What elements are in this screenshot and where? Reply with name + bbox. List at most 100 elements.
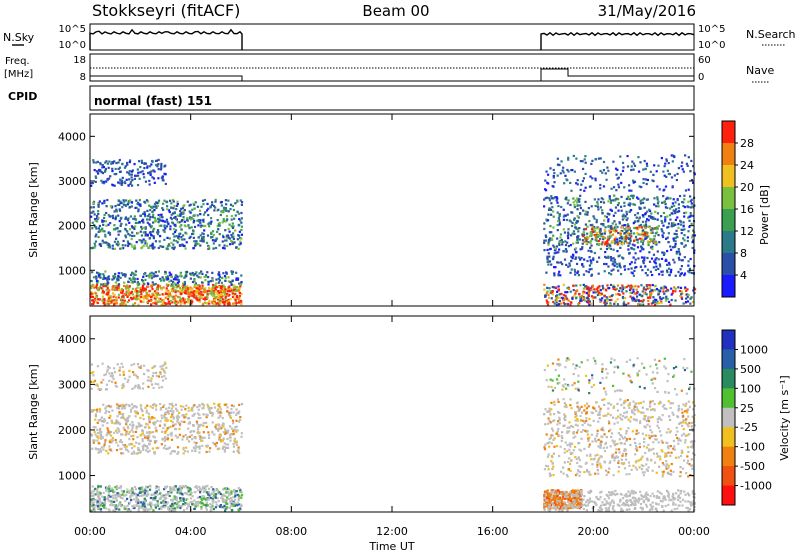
power-cell [559, 302, 562, 305]
power-cell [143, 200, 146, 203]
power-cell [572, 289, 575, 292]
power-cell [90, 285, 93, 288]
power-cell [544, 179, 547, 182]
power-cell [643, 159, 646, 163]
power-cell [219, 213, 222, 217]
power-cell [149, 233, 153, 236]
power-cell [148, 171, 151, 174]
power-cell [176, 221, 179, 224]
power-cell [138, 290, 141, 294]
power-cell [162, 299, 165, 302]
velocity-cell [112, 509, 115, 512]
power-cell [208, 225, 211, 228]
velocity-cell [184, 416, 187, 419]
velocity-cell [161, 365, 164, 368]
velocity-cell [118, 369, 121, 372]
velocity-cell [110, 441, 113, 444]
power-cell [635, 295, 639, 298]
velocity-cell [230, 407, 233, 411]
power-cell [187, 298, 190, 301]
power-cell [591, 177, 594, 180]
power-cell [616, 298, 619, 301]
power-cell [160, 245, 163, 248]
velocity-cell [207, 434, 211, 437]
power-cell [97, 275, 100, 278]
velocity-cell [137, 448, 141, 451]
power-cell [162, 286, 165, 289]
power-cell [201, 286, 204, 289]
power-cell [562, 228, 565, 231]
power-cell [223, 244, 226, 247]
power-cell [217, 291, 220, 295]
power-cell [232, 288, 235, 292]
velocity-cell [148, 443, 151, 446]
power-cell [578, 302, 581, 305]
power-cell [558, 248, 561, 251]
velocity-cell [92, 503, 95, 507]
power-cell [601, 171, 604, 174]
velocity-cell [204, 488, 207, 491]
power-cell [570, 224, 574, 228]
velocity-cell [120, 489, 123, 492]
velocity-cell [219, 434, 223, 437]
velocity-cell [226, 506, 229, 509]
power-cell [103, 230, 106, 233]
power-cell [168, 244, 171, 248]
velocity-cell [130, 403, 134, 406]
power-cell [162, 208, 165, 211]
power-cell [579, 188, 582, 191]
power-cell [224, 206, 227, 210]
velocity-cell [174, 403, 178, 406]
power-cell [124, 303, 127, 306]
power-cell [179, 272, 182, 275]
power-cell [126, 301, 129, 304]
power-cell [224, 288, 227, 291]
power-cell [570, 255, 573, 258]
power-cell [649, 215, 652, 218]
velocity-cell [223, 504, 226, 508]
power-cell [594, 177, 597, 180]
power-cell [632, 274, 636, 277]
power-cell [576, 220, 580, 223]
velocity-cell [182, 502, 185, 506]
velocity-cell [160, 494, 163, 497]
power-cell [603, 294, 606, 298]
power-cell [157, 213, 160, 217]
power-cell [559, 233, 563, 236]
power-cell [650, 257, 654, 260]
power-cell [552, 226, 555, 229]
power-cell [628, 189, 631, 192]
power-cell [215, 291, 218, 294]
velocity-cell [96, 492, 99, 495]
power-cell [576, 271, 579, 275]
power-cell [103, 297, 106, 301]
power-cell [680, 228, 683, 231]
power-cell [212, 233, 215, 237]
power-cell [689, 297, 692, 300]
velocity-cell [97, 387, 100, 390]
power-cell [234, 202, 237, 205]
power-cell [146, 233, 149, 236]
power-cell [169, 294, 172, 297]
power-cell [174, 276, 177, 279]
power-cell [673, 286, 676, 289]
power-cell [218, 295, 221, 298]
power-cell [92, 159, 95, 162]
velocity-cell [238, 496, 241, 499]
velocity-cell [145, 485, 148, 488]
power-cell [689, 257, 692, 261]
power-cell [560, 238, 563, 242]
power-cell [669, 245, 672, 248]
velocity-cell [135, 503, 139, 506]
power-cell [182, 282, 185, 285]
velocity-cell [208, 408, 211, 411]
power-cell [590, 302, 593, 305]
power-cell [673, 245, 676, 249]
velocity-cell [227, 491, 230, 494]
power-cell [552, 244, 555, 247]
power-cell [198, 272, 201, 275]
power-cell [142, 275, 145, 278]
power-cell [640, 237, 643, 240]
power-cell [157, 168, 160, 171]
power-cell [120, 298, 123, 301]
